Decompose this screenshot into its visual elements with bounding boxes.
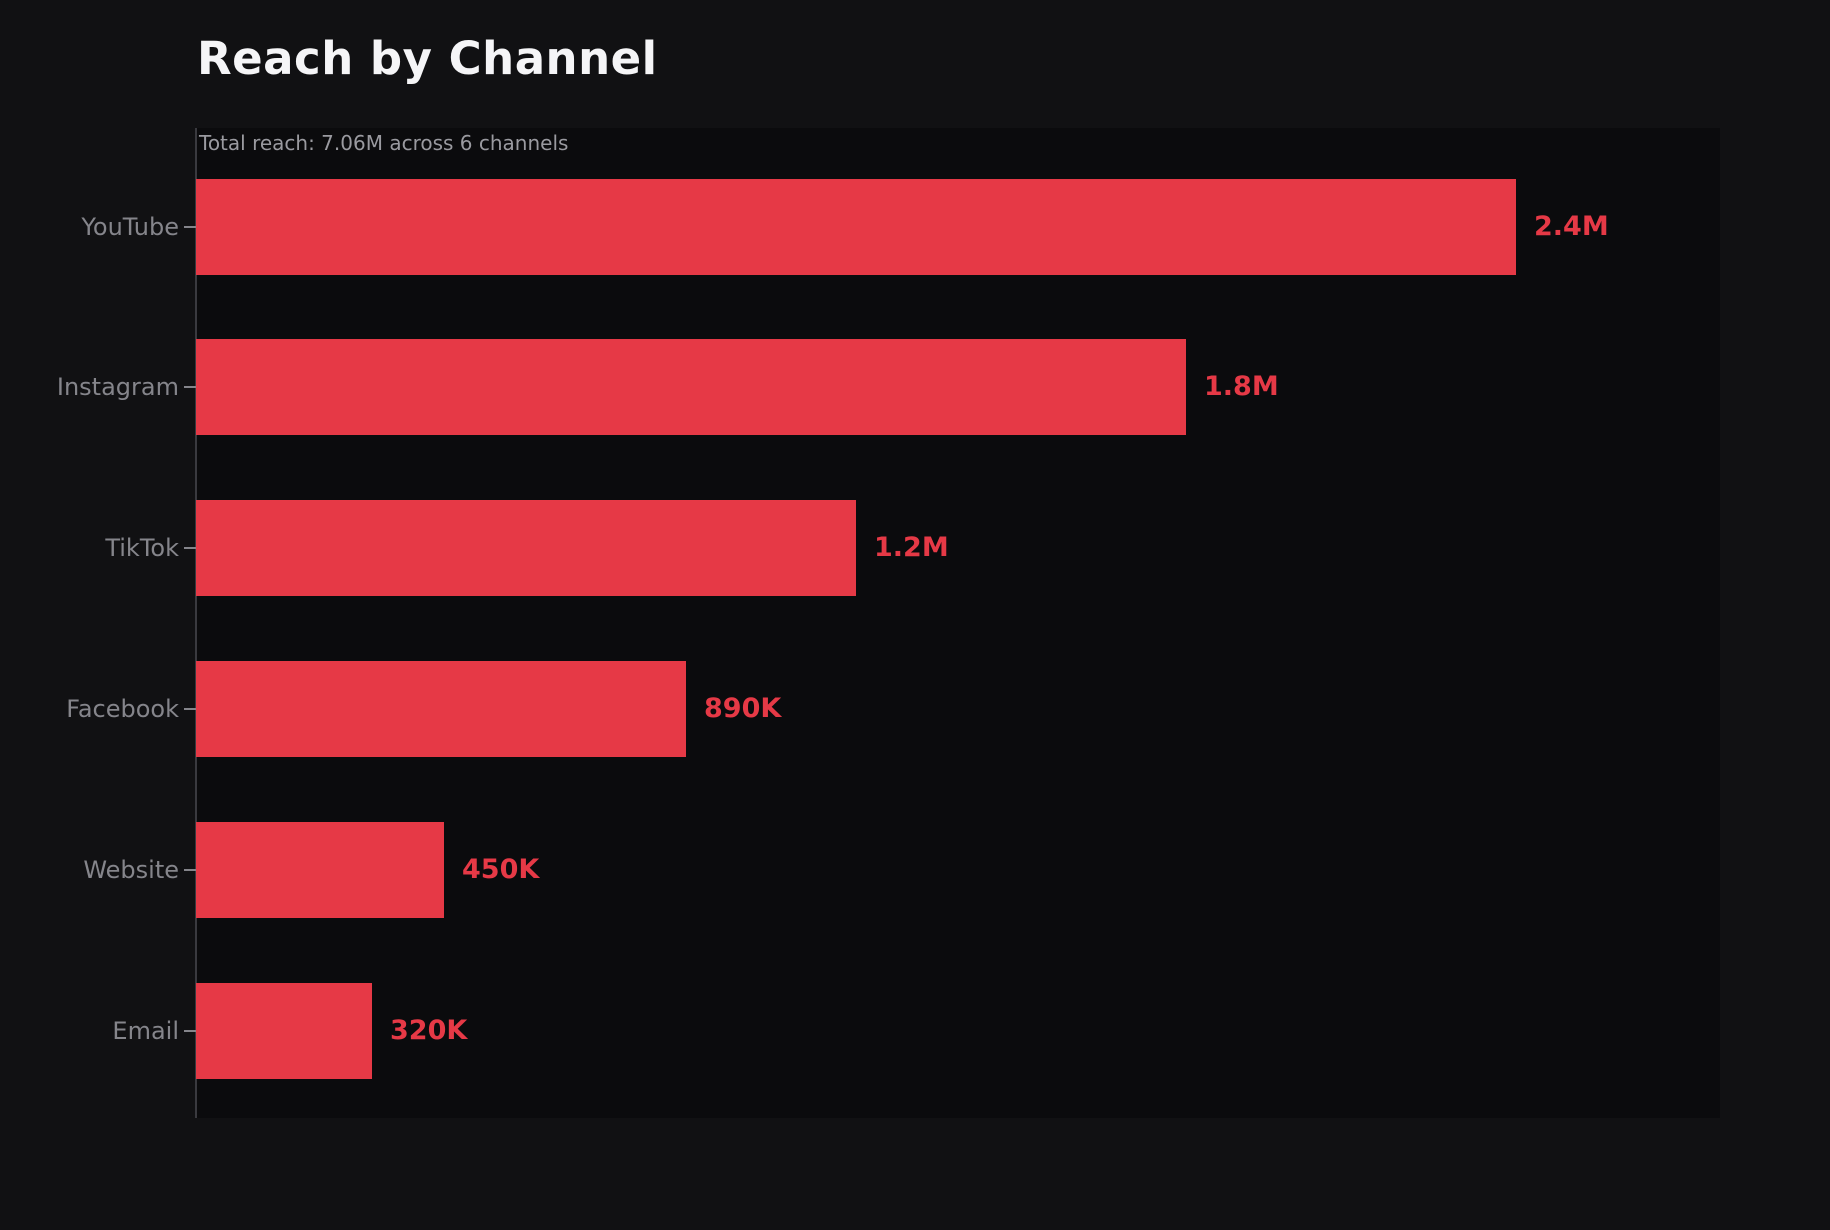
category-label: TikTok (105, 534, 179, 562)
category-label: Website (83, 856, 179, 884)
bar-row: Website 450K (0, 822, 1830, 918)
bar-facebook (196, 661, 686, 757)
category-label: Facebook (66, 695, 179, 723)
value-label: 2.4M (1534, 211, 1609, 242)
y-axis-tick (184, 708, 196, 710)
bar-row: Email 320K (0, 983, 1830, 1079)
value-label: 890K (704, 693, 782, 724)
value-label: 1.8M (1204, 371, 1279, 402)
category-label: Email (112, 1017, 179, 1045)
y-axis-tick (184, 386, 196, 388)
plot-area (196, 128, 1720, 1118)
bar-instagram (196, 339, 1186, 435)
bar-row: TikTok 1.2M (0, 500, 1830, 596)
bar-tiktok (196, 500, 856, 596)
category-label: Instagram (56, 373, 179, 401)
category-label: YouTube (81, 213, 179, 241)
bar-website (196, 822, 444, 918)
bar-youtube (196, 179, 1516, 275)
y-axis-tick (184, 1030, 196, 1032)
y-axis-line (195, 128, 197, 1118)
bar-row: Facebook 890K (0, 661, 1830, 757)
bar-row: Instagram 1.8M (0, 339, 1830, 435)
bar-row: YouTube 2.4M (0, 179, 1830, 275)
y-axis-tick (184, 547, 196, 549)
value-label: 1.2M (874, 532, 949, 563)
chart-subtitle: Total reach: 7.06M across 6 channels (199, 131, 569, 155)
value-label: 450K (462, 854, 540, 885)
y-axis-tick (184, 869, 196, 871)
bar-email (196, 983, 372, 1079)
y-axis-tick (184, 226, 196, 228)
value-label: 320K (390, 1015, 468, 1046)
chart-title: Reach by Channel (197, 32, 658, 85)
